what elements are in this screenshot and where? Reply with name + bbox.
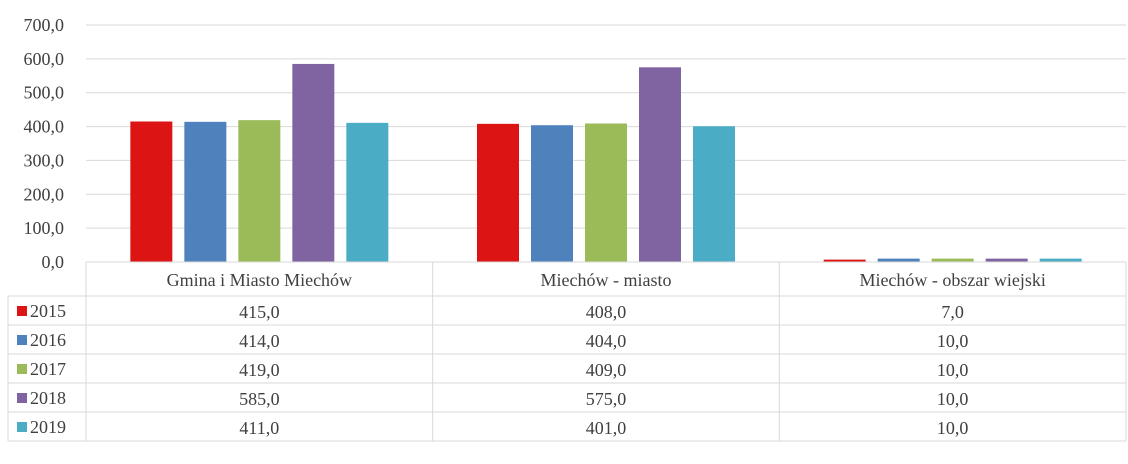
y-tick-label: 200,0 bbox=[24, 184, 65, 204]
legend-key bbox=[17, 422, 27, 432]
category-label: Gmina i Miasto Miechów bbox=[167, 270, 352, 290]
bar bbox=[292, 63, 335, 262]
y-tick-label: 400,0 bbox=[24, 117, 65, 137]
data-label: 10,0 bbox=[937, 360, 969, 380]
y-tick-label: 300,0 bbox=[24, 150, 65, 170]
legend-key bbox=[17, 364, 27, 374]
legend-label: 2017 bbox=[30, 359, 66, 379]
bar bbox=[531, 125, 573, 263]
legend-key bbox=[17, 306, 27, 316]
data-label: 404,0 bbox=[586, 331, 627, 351]
data-label: 419,0 bbox=[239, 360, 280, 380]
bar bbox=[184, 121, 227, 263]
legend-key bbox=[17, 335, 27, 345]
category-label: Miechów - miasto bbox=[541, 270, 672, 290]
bar bbox=[639, 67, 681, 262]
y-tick-label: 600,0 bbox=[24, 49, 65, 69]
data-label: 575,0 bbox=[586, 389, 627, 409]
data-label: 10,0 bbox=[937, 331, 969, 351]
bar bbox=[238, 120, 281, 262]
data-label: 414,0 bbox=[239, 331, 280, 351]
y-axis: 0,0 100,0 200,0 300,0 400,0 500,0 600,0 700,0 bbox=[24, 15, 65, 272]
data-table: Gmina i Miasto Miechów Miechów - miasto Mi… bbox=[7, 261, 1127, 442]
legend-label: 2018 bbox=[30, 388, 66, 408]
bar bbox=[931, 258, 974, 262]
bar bbox=[477, 123, 519, 262]
bar bbox=[823, 259, 866, 262]
data-label: 7,0 bbox=[941, 302, 964, 322]
data-label: 415,0 bbox=[239, 302, 280, 322]
data-label: 411,0 bbox=[239, 418, 279, 438]
y-tick-label: 0,0 bbox=[42, 252, 65, 272]
bars bbox=[130, 63, 1082, 263]
bar bbox=[130, 121, 173, 262]
data-label: 585,0 bbox=[239, 389, 280, 409]
bar bbox=[985, 258, 1028, 262]
bar bbox=[346, 122, 389, 263]
data-label: 409,0 bbox=[586, 360, 627, 380]
data-label: 10,0 bbox=[937, 418, 969, 438]
legend-label: 2016 bbox=[30, 330, 66, 350]
y-tick-label: 700,0 bbox=[24, 15, 65, 35]
y-tick-label: 500,0 bbox=[24, 83, 65, 103]
bar bbox=[693, 126, 735, 263]
legend-key bbox=[17, 393, 27, 403]
data-label: 10,0 bbox=[937, 389, 969, 409]
legend-label: 2015 bbox=[30, 301, 66, 321]
category-label: Miechów - obszar wiejski bbox=[859, 270, 1045, 290]
y-tick-label: 100,0 bbox=[24, 218, 65, 238]
data-label: 401,0 bbox=[586, 418, 627, 438]
data-label: 408,0 bbox=[586, 302, 627, 322]
legend-label: 2019 bbox=[30, 417, 66, 437]
bar bbox=[1039, 258, 1082, 262]
bar bbox=[585, 123, 627, 262]
bar bbox=[877, 258, 920, 262]
